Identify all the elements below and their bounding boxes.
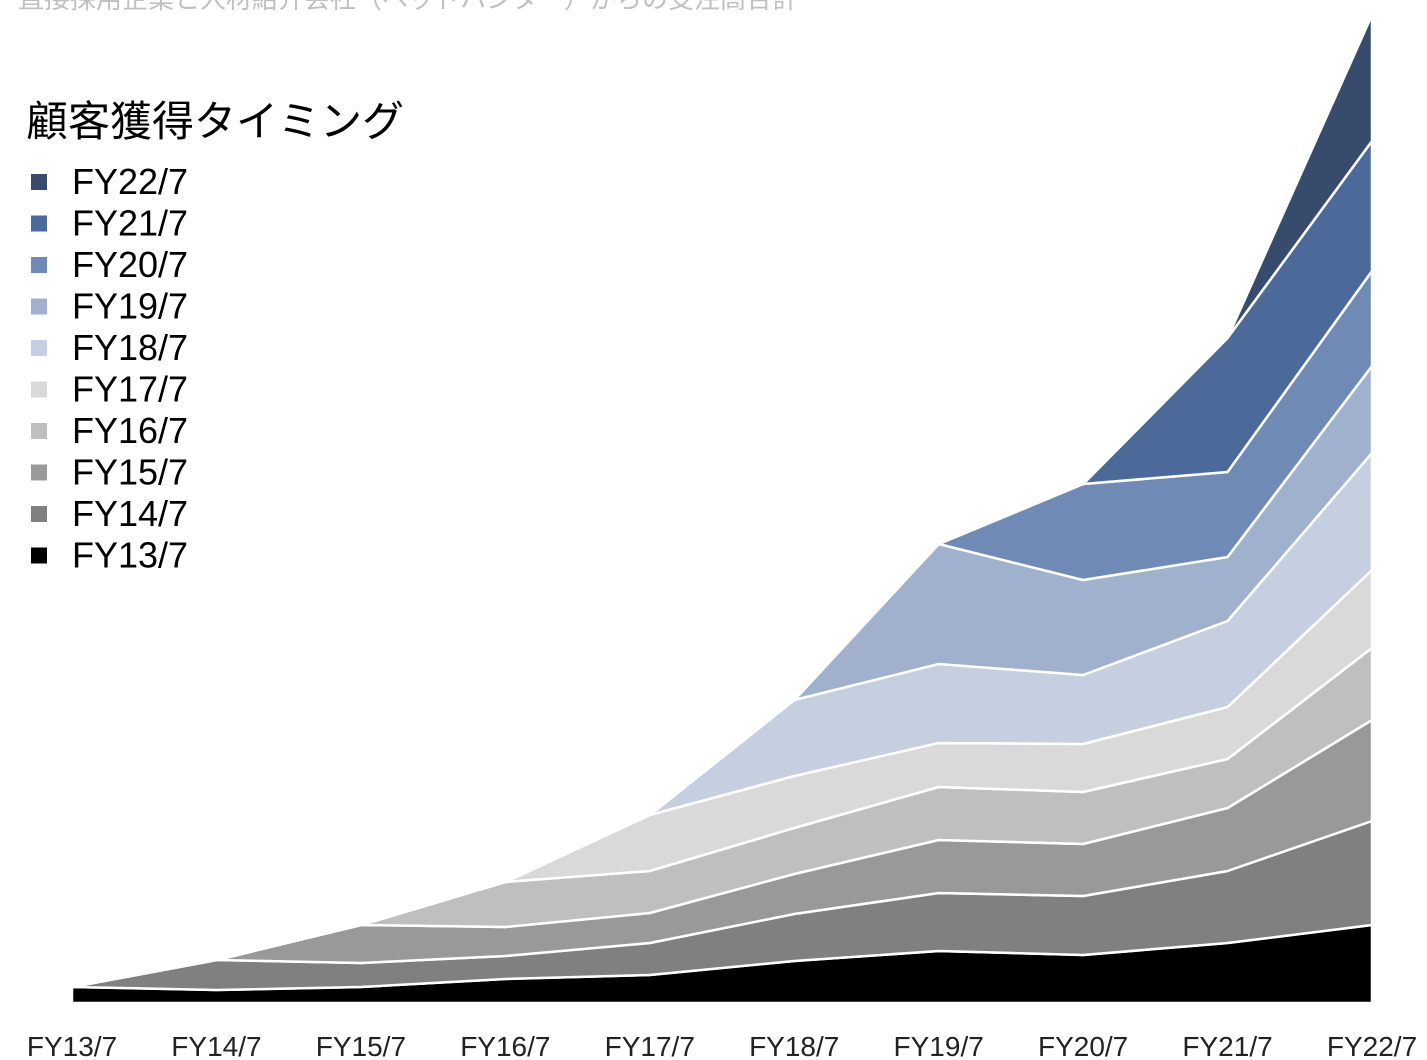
legend-swatch [31,340,47,356]
x-tick-label: FY19/7 [894,1031,984,1060]
x-tick-label: FY13/7 [27,1031,117,1060]
legend-swatch [31,464,47,481]
legend-label: FY18/7 [72,327,188,368]
legend-swatch [31,257,47,273]
area [70,13,1374,989]
x-tick-label: FY14/7 [171,1031,261,1060]
legend-swatch [31,298,47,315]
legend-swatch [31,547,47,564]
legend-swatch [31,423,47,439]
legend-title: 顧客獲得タイミング [26,98,404,145]
plot [70,13,1374,1005]
legend-label: FY13/7 [72,535,188,576]
x-tick-label: FY16/7 [460,1031,550,1060]
legend-swatch [31,381,47,398]
legend-label: FY22/7 [72,161,188,202]
legend-label: FY15/7 [72,452,188,493]
chart-title: 直接採用企業と人材紹介会社（ヘッドハンター）からの受注高合計 [18,0,798,14]
legend-label: FY14/7 [72,493,188,534]
legend-label: FY17/7 [72,369,188,410]
legend-label: FY16/7 [72,410,188,451]
legend-label: FY21/7 [72,203,188,244]
x-tick-label: FY15/7 [316,1031,406,1060]
legend: FY13/7FY14/7FY15/7FY16/7FY17/7FY18/7FY19… [31,161,188,576]
legend-swatch [31,174,47,190]
x-axis: FY13/7 FY14/7 FY15/7 FY16/7 FY17/7 FY18/7 FY19… [27,1031,1417,1060]
legend-label: FY20/7 [72,244,188,285]
legend-label: FY19/7 [72,286,188,327]
legend-swatch [31,506,47,522]
x-tick-label: FY18/7 [749,1031,839,1060]
x-tick-label: FY20/7 [1038,1031,1128,1060]
x-tick-label: FY21/7 [1182,1031,1272,1060]
x-tick-label: FY22/7 [1327,1031,1417,1060]
legend-swatch [31,215,47,232]
x-tick-label: FY17/7 [605,1031,695,1060]
